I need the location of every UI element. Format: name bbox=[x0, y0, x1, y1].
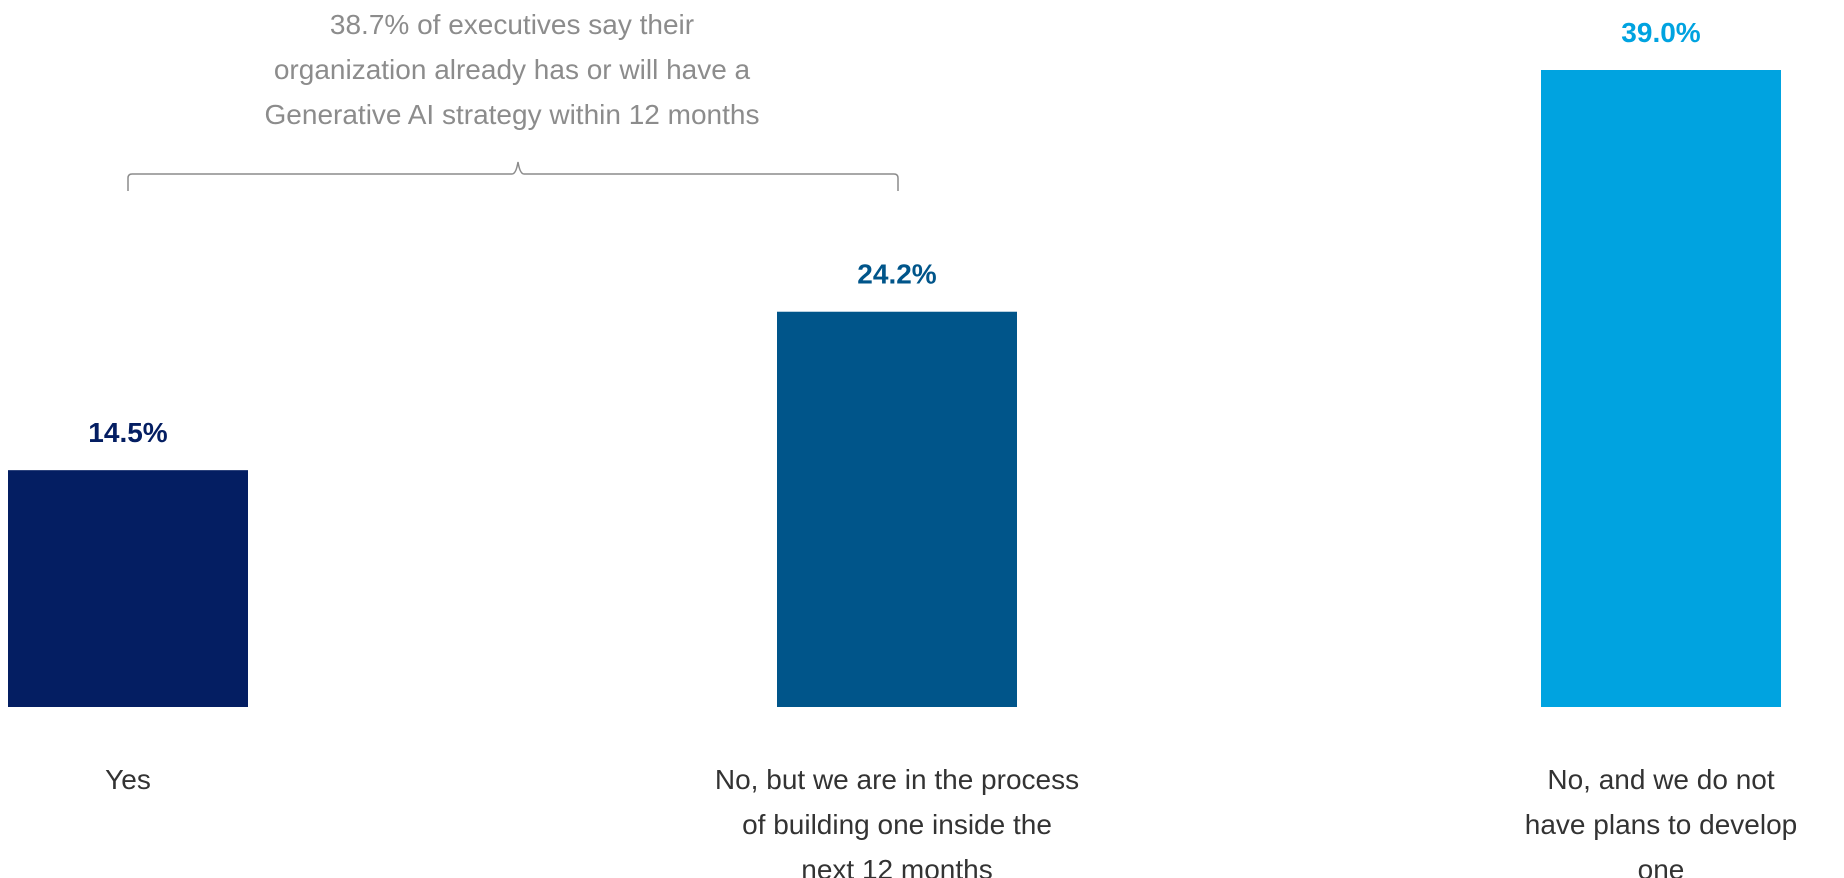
annotation-line: Generative AI strategy within 12 months bbox=[265, 99, 760, 130]
category-label: No, and we do not bbox=[1547, 764, 1774, 795]
category-label: one bbox=[1638, 854, 1685, 878]
bars-group bbox=[8, 70, 1781, 707]
bar bbox=[1541, 70, 1781, 707]
category-label: No, but we are in the process bbox=[715, 764, 1079, 795]
bar-value-label: 39.0% bbox=[1621, 17, 1700, 48]
bar-value-label: 14.5% bbox=[88, 417, 167, 448]
category-label: Yes bbox=[105, 764, 151, 795]
annotation-line: organization already has or will have a bbox=[274, 54, 751, 85]
category-label: next 12 months bbox=[801, 854, 992, 878]
category-label: of building one inside the bbox=[742, 809, 1052, 840]
value-labels-group: 14.5% 24.2% 39.0% bbox=[88, 17, 1700, 448]
annotation-brace bbox=[127, 161, 899, 191]
bar-value-label: 24.2% bbox=[857, 259, 936, 290]
annotation-line: 38.7% of executives say their bbox=[330, 9, 694, 40]
category-labels-group: Yes No, but we are in the process of build… bbox=[105, 764, 1797, 878]
category-label: have plans to develop bbox=[1525, 809, 1797, 840]
annotation: 38.7% of executives say their organizati… bbox=[127, 9, 899, 191]
bar bbox=[777, 311, 1017, 707]
bar bbox=[8, 470, 248, 707]
